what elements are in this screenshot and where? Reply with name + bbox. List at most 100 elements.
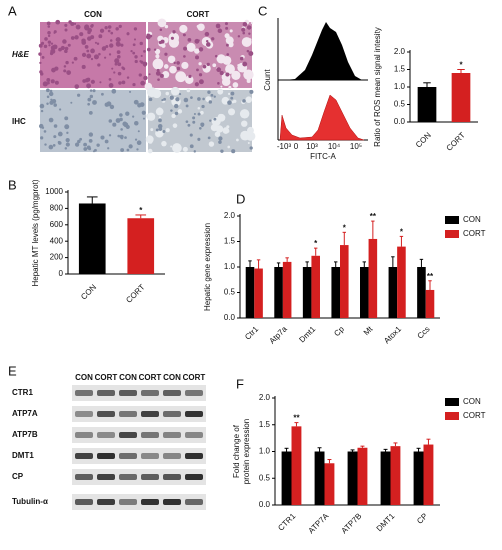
texture	[81, 52, 87, 57]
blot-row-label: DMT1	[12, 451, 34, 460]
texture	[111, 88, 117, 94]
y-axis-label: protein expression	[242, 419, 251, 484]
significance: **	[370, 212, 377, 221]
x-tick-label: CTR1	[276, 511, 298, 533]
significance: *	[139, 206, 143, 215]
bar	[417, 87, 437, 122]
texture	[143, 64, 147, 67]
texture	[125, 111, 130, 116]
blot-row-label: ATP7A	[12, 409, 38, 418]
texture	[197, 106, 201, 110]
texture	[196, 68, 199, 72]
texture	[147, 148, 153, 154]
texture	[236, 138, 239, 142]
y-tick-label: 800	[50, 204, 64, 213]
texture	[245, 96, 253, 103]
blot-band	[163, 453, 181, 459]
texture	[63, 69, 67, 73]
texture	[225, 43, 229, 47]
texture	[198, 73, 203, 77]
texture	[134, 59, 138, 64]
texture	[158, 118, 162, 123]
texture	[246, 78, 251, 83]
x-tick-label: CON	[79, 282, 98, 301]
blot-band	[185, 474, 203, 480]
texture	[200, 110, 204, 115]
texture	[64, 124, 70, 130]
texture	[87, 30, 91, 35]
blot-band	[97, 411, 115, 417]
texture	[170, 145, 173, 148]
texture	[57, 131, 63, 137]
flow-histogram-cort	[279, 94, 365, 141]
texture	[118, 81, 122, 85]
panel-label: E	[8, 363, 17, 378]
bar	[311, 255, 320, 318]
blot-band	[75, 411, 93, 417]
texture	[216, 54, 226, 64]
texture	[175, 97, 180, 102]
blot-band	[75, 453, 93, 459]
bar	[281, 451, 292, 505]
texture	[206, 62, 210, 67]
legend-swatch	[445, 216, 459, 224]
texture	[90, 57, 94, 61]
blot-strip	[72, 385, 206, 401]
texture	[132, 43, 136, 47]
texture	[148, 139, 153, 144]
blot-band	[119, 411, 137, 417]
texture	[193, 150, 196, 153]
blot-band	[141, 453, 159, 459]
texture	[118, 24, 122, 29]
texture	[183, 97, 189, 103]
y-tick-label: 0.0	[224, 313, 236, 322]
texture	[246, 131, 256, 141]
texture	[115, 118, 121, 123]
bar	[78, 203, 106, 274]
texture	[109, 104, 115, 110]
texture	[97, 63, 101, 67]
texture	[197, 137, 201, 141]
texture	[163, 64, 169, 69]
bar	[282, 261, 292, 318]
texture	[108, 83, 114, 88]
texture	[39, 123, 44, 129]
texture	[121, 66, 125, 70]
texture	[198, 62, 202, 66]
texture	[239, 109, 250, 119]
texture	[74, 142, 80, 147]
texture	[206, 42, 211, 47]
texture	[124, 136, 127, 139]
texture	[82, 79, 87, 83]
texture	[90, 79, 95, 84]
texture	[133, 27, 138, 31]
texture	[46, 78, 51, 82]
texture	[99, 28, 105, 33]
row-label: H&E	[12, 50, 30, 59]
texture	[175, 71, 187, 83]
texture	[132, 51, 136, 55]
legend-swatch	[445, 412, 459, 420]
texture	[84, 45, 89, 49]
texture	[194, 48, 200, 54]
texture	[125, 124, 130, 129]
texture	[171, 113, 176, 119]
texture	[43, 44, 48, 49]
texture	[46, 21, 51, 26]
bar	[397, 246, 406, 318]
texture	[94, 148, 97, 152]
texture	[140, 80, 146, 86]
texture	[192, 116, 196, 120]
texture	[108, 53, 112, 56]
texture	[55, 19, 61, 25]
significance: *	[400, 228, 404, 237]
texture	[136, 140, 142, 146]
blot-band	[163, 474, 181, 480]
blot-band	[97, 474, 115, 480]
y-axis-label: Hepatic gene expression	[203, 223, 212, 311]
texture	[139, 41, 143, 46]
texture	[183, 46, 188, 51]
blot-band	[75, 390, 93, 396]
texture	[74, 35, 79, 40]
row-label: IHC	[12, 117, 26, 126]
